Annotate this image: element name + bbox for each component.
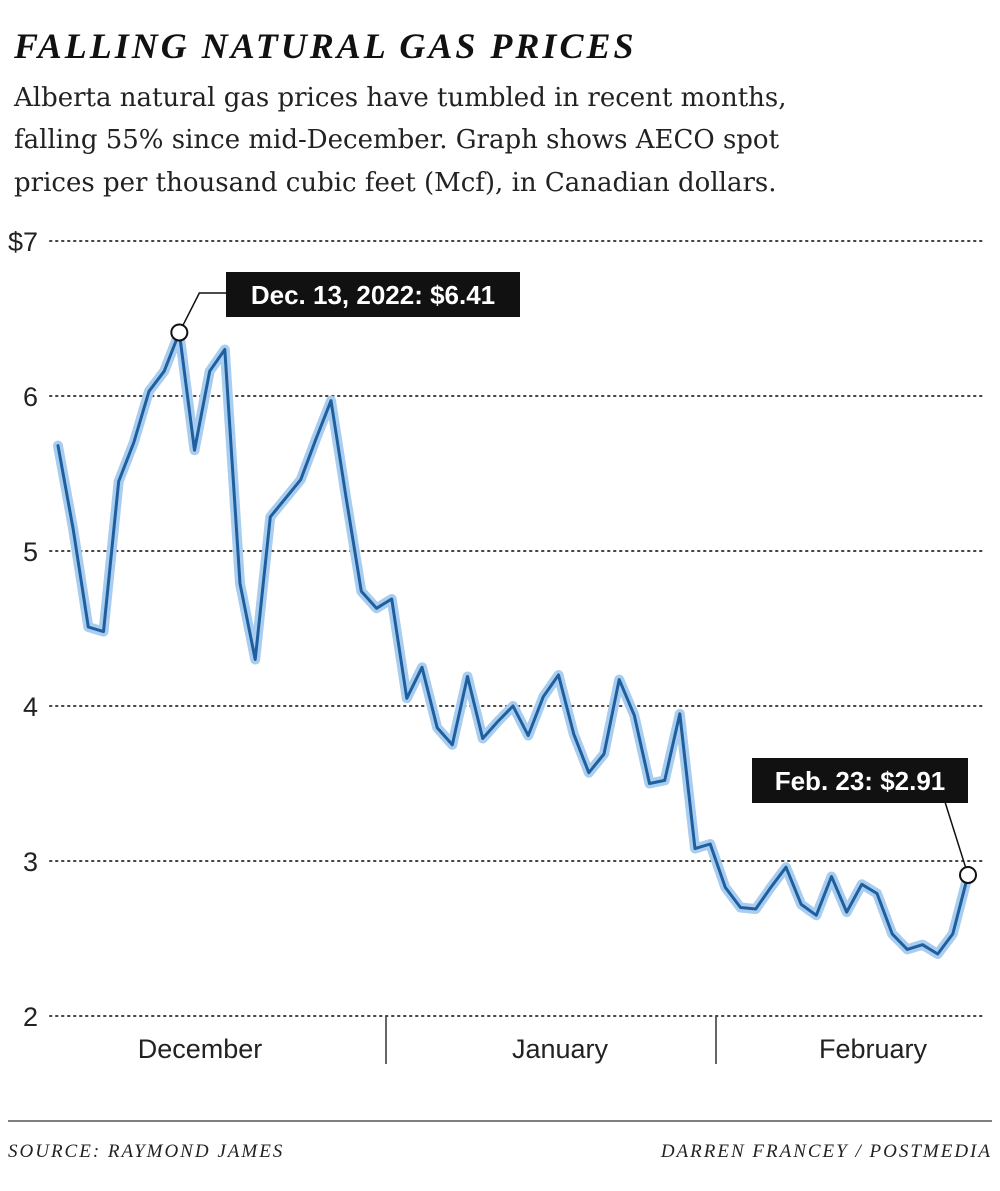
leader-line <box>178 292 226 333</box>
y-tick-label: 6 <box>23 382 38 412</box>
highlight-point <box>170 323 189 342</box>
chart-title: FALLING NATURAL GAS PRICES <box>13 26 636 66</box>
leader-line <box>944 801 969 876</box>
y-tick-label: 3 <box>23 847 38 877</box>
annotation-box <box>752 758 968 803</box>
credit: DARREN FRANCEY / POSTMEDIA <box>660 1141 992 1162</box>
subtitle-line: Alberta natural gas prices have tumbled … <box>13 83 787 113</box>
y-tick-label: $7 <box>8 227 38 257</box>
y-tick-label: 5 <box>23 537 38 567</box>
annotation-box <box>226 272 520 317</box>
month-label: February <box>819 1034 928 1064</box>
y-tick-label: 2 <box>23 1002 38 1032</box>
y-tick-label: 4 <box>23 692 38 722</box>
annotation: Feb. 23: $2.91 <box>775 766 946 796</box>
subtitle-line: prices per thousand cubic feet (Mcf), in… <box>14 168 776 198</box>
highlight-point <box>959 865 977 884</box>
line <box>56 331 970 956</box>
source: SOURCE: RAYMOND JAMES <box>8 1141 284 1162</box>
subtitle-line: falling 55% since mid-December. Graph sh… <box>14 125 780 155</box>
month-label: January <box>512 1034 609 1064</box>
month-label: December <box>138 1034 263 1064</box>
annotation: Dec. 13, 2022: $6.41 <box>251 280 495 310</box>
